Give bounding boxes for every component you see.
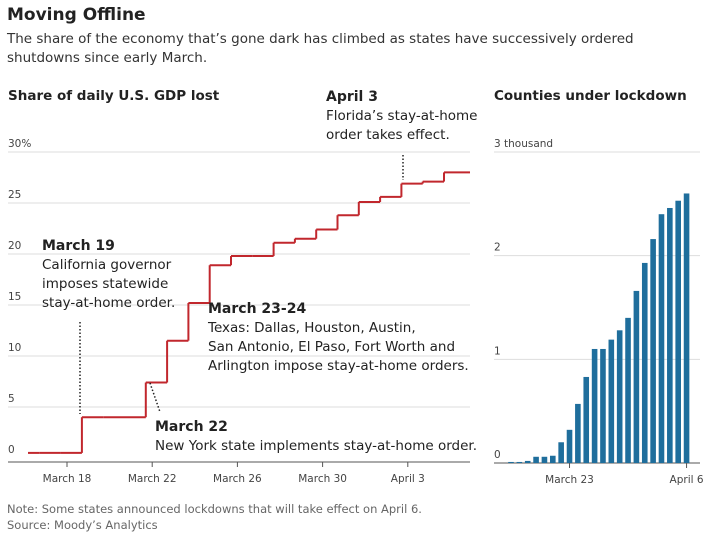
bar <box>550 455 556 463</box>
annotation-text: Arlington impose stay-at-home orders. <box>208 358 469 374</box>
bar <box>675 200 681 463</box>
bar <box>616 330 623 463</box>
bar <box>541 456 548 463</box>
y-tick-label: 15 <box>8 291 21 303</box>
bar <box>650 239 656 463</box>
annotation-text: imposes statewide <box>42 276 168 292</box>
y-tick-label: 10 <box>8 342 21 354</box>
annotation-text: Texas: Dallas, Houston, Austin, <box>207 320 416 336</box>
annotation-title: March 23-24 <box>208 301 306 317</box>
bar <box>641 262 648 463</box>
annotation-title: April 3 <box>326 89 378 105</box>
bar <box>524 460 531 463</box>
bar <box>591 348 598 463</box>
bar <box>558 442 564 463</box>
note: Note: Some states announced lockdowns th… <box>7 502 422 516</box>
x-tick-label: April 3 <box>391 473 425 485</box>
y-tick-label: 30% <box>8 138 31 150</box>
annotation-text: San Antonio, El Paso, Fort Worth and <box>208 339 455 355</box>
bar <box>583 376 590 463</box>
subtitle: The share of the economy that’s gone dar… <box>7 31 634 66</box>
source: Source: Moody’s Analytics <box>7 518 158 532</box>
bar <box>516 461 523 463</box>
bar <box>600 348 606 463</box>
chart-title: Counties under lockdown <box>494 88 687 104</box>
annotation-text: New York state implements stay-at-home o… <box>155 438 477 454</box>
bar <box>625 317 631 463</box>
x-tick-label: March 23 <box>545 474 594 486</box>
bar <box>566 429 573 463</box>
bar <box>633 290 640 463</box>
bar <box>575 403 581 463</box>
x-tick-label: March 22 <box>128 473 177 485</box>
y-tick-label: 0 <box>494 449 501 461</box>
bar <box>658 214 665 463</box>
annotation-text: California governor <box>42 257 172 273</box>
annotation-title: March 19 <box>42 238 115 254</box>
x-tick-label: March 30 <box>298 473 347 485</box>
title: Moving Offline <box>7 5 146 25</box>
y-tick-label: 0 <box>8 444 15 456</box>
y-tick-label: 20 <box>8 240 21 252</box>
annotation-text: Florida’s stay-at-home <box>326 108 477 124</box>
bar <box>608 339 615 463</box>
y-tick-label: 2 <box>494 242 501 254</box>
y-tick-label: 25 <box>8 189 21 201</box>
y-tick-label: 1 <box>494 345 501 357</box>
y-tick-label: 3 thousand <box>494 138 553 150</box>
bar <box>508 461 514 463</box>
leader-line <box>149 382 161 413</box>
bar <box>667 207 673 463</box>
bar <box>683 193 690 463</box>
annotation-text: order takes effect. <box>326 127 450 143</box>
bar <box>533 456 539 463</box>
x-tick-label: March 18 <box>43 473 92 485</box>
x-tick-label: April 6 <box>670 474 704 486</box>
annotation-title: March 22 <box>155 419 228 435</box>
y-tick-label: 5 <box>8 393 15 405</box>
x-tick-label: March 26 <box>213 473 262 485</box>
chart-title: Share of daily U.S. GDP lost <box>8 88 220 104</box>
annotation-text: stay-at-home order. <box>42 295 175 311</box>
